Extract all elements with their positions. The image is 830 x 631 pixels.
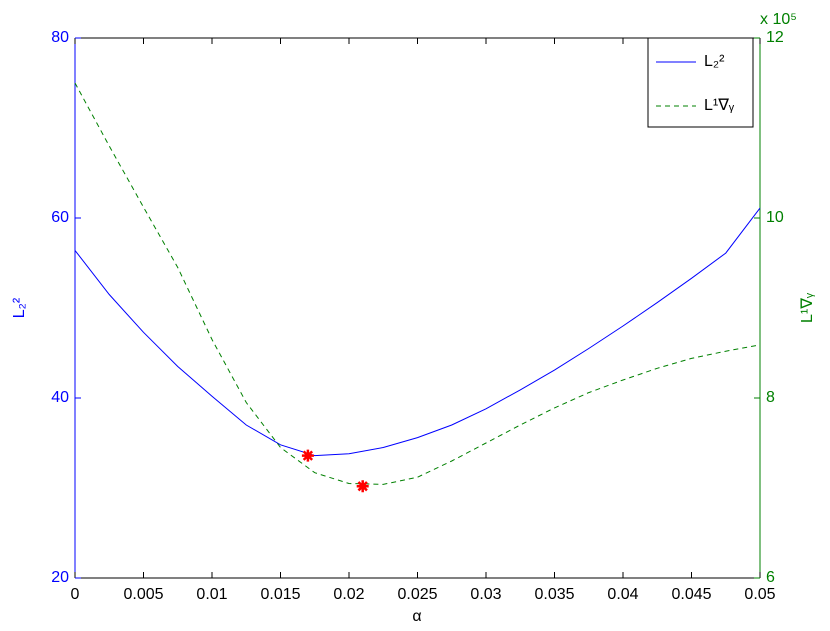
x-tick-label: 0.05: [744, 586, 775, 603]
x-tick-label: 0.025: [397, 586, 437, 603]
min-marker: [301, 449, 314, 462]
x-tick-label: 0.045: [671, 586, 711, 603]
y-axis-label: L₂²: [11, 297, 28, 318]
y2-tick-label: 12: [766, 29, 784, 46]
legend-label: L¹∇ᵧ: [704, 97, 735, 114]
x-tick-label: 0: [71, 586, 80, 603]
legend-box: [647, 37, 754, 128]
y-tick-label: 80: [51, 29, 69, 46]
y2-tick-label: 6: [766, 569, 775, 586]
x-tick-label: 0.035: [534, 586, 574, 603]
x-tick-label: 0.015: [260, 586, 300, 603]
x-tick-label: 0.02: [333, 586, 364, 603]
x-tick-label: 0.01: [196, 586, 227, 603]
y-tick-label: 60: [51, 209, 69, 226]
y2-tick-label: 8: [766, 389, 775, 406]
y2-axis-label: L¹∇ᵧ: [799, 292, 816, 323]
series-line: [74, 207, 761, 457]
y-tick-label: 40: [51, 389, 69, 406]
y-tick-label: 20: [51, 569, 69, 586]
x-axis-label: α: [412, 608, 421, 625]
series-line: [74, 82, 761, 485]
x-tick-label: 0.03: [470, 586, 501, 603]
x-tick-label: 0.005: [123, 586, 163, 603]
x-tick-label: 0.04: [607, 586, 638, 603]
min-marker: [356, 480, 369, 493]
y2-exponent-label: x 10⁵: [760, 11, 797, 28]
y2-tick-label: 10: [766, 209, 784, 226]
legend-label: L₂²: [704, 53, 725, 70]
